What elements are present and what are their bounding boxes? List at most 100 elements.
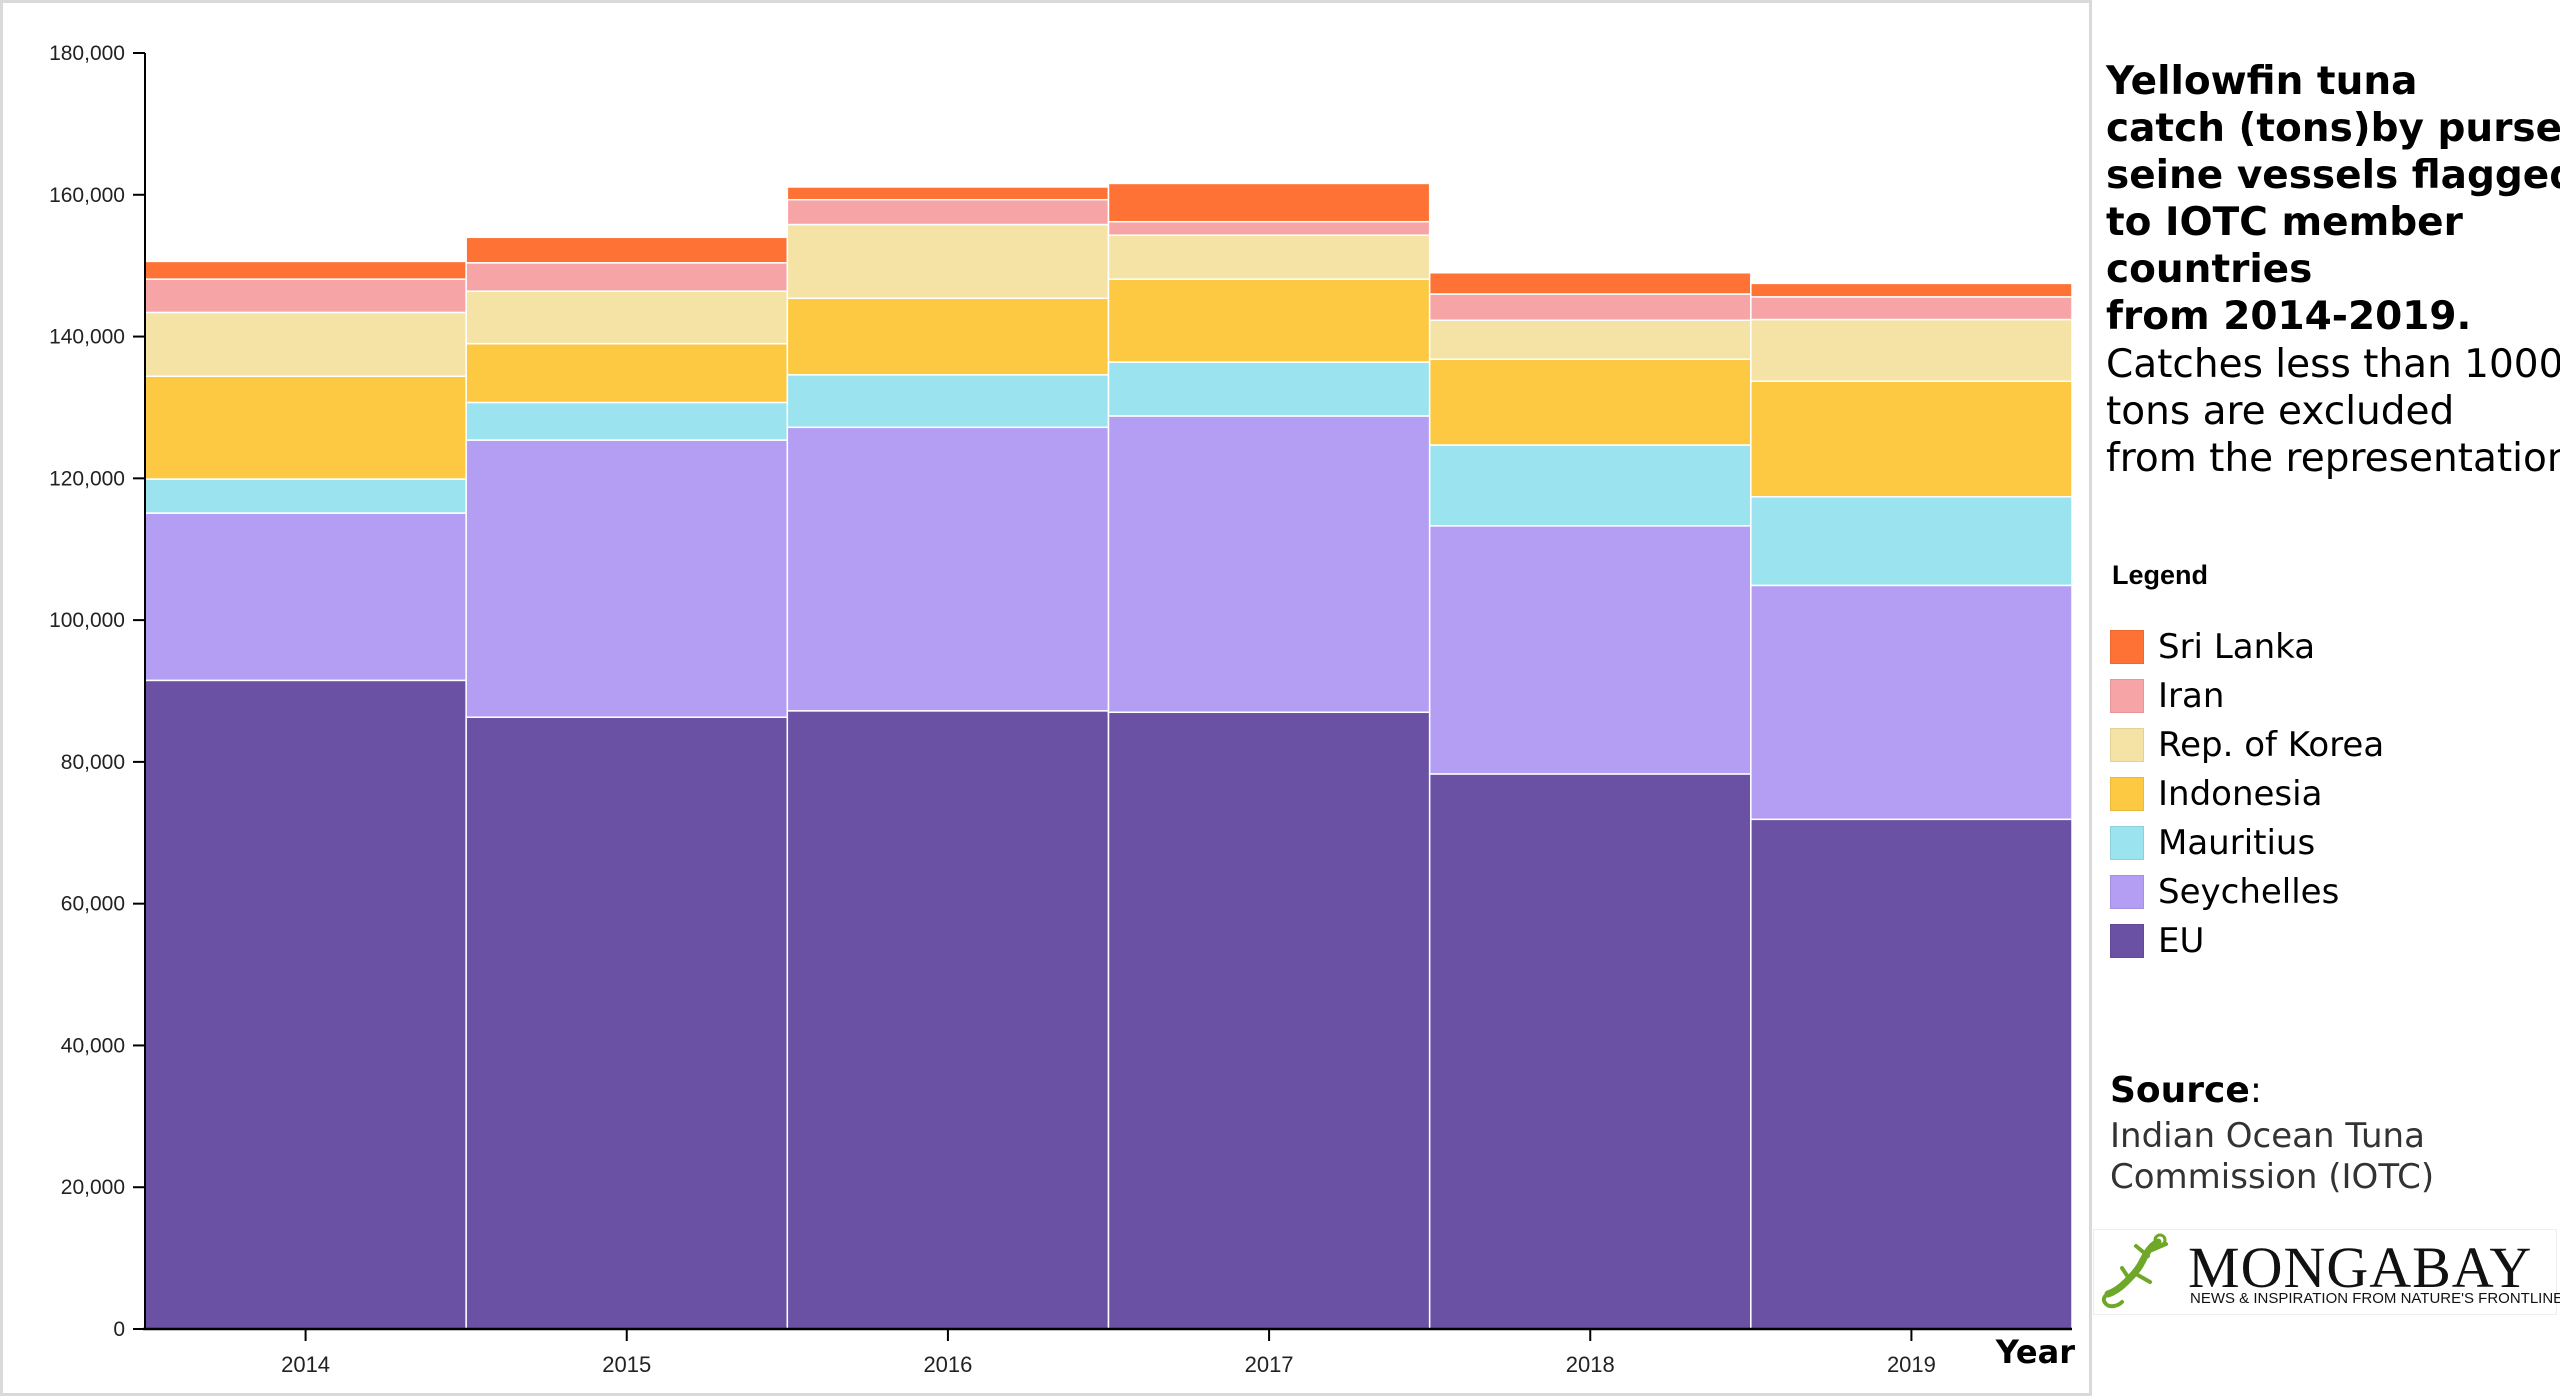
legend: Sri Lanka Iran Rep. of Korea Indonesia M…	[2110, 622, 2384, 965]
x-tick-label: 2014	[281, 1352, 330, 1377]
title-line: catch (tons)by purse	[2106, 106, 2560, 151]
x-axis-label: Year	[1995, 1333, 2076, 1371]
logo-name: MONGABAY	[2188, 1235, 2533, 1300]
source-heading: Source:	[2110, 1070, 2262, 1111]
bar-segment-seychelles-2015	[465, 439, 789, 718]
y-tick-label: 20,000	[61, 1176, 125, 1199]
bar-segment-mauritius-2018	[1428, 444, 1752, 527]
legend-swatch	[2110, 825, 2144, 860]
legend-item-eu: EU	[2110, 916, 2384, 965]
source-line: Indian Ocean Tuna	[2110, 1116, 2425, 1156]
y-tick-label: 60,000	[61, 893, 125, 916]
bar-segment-iran-2019	[1750, 296, 2073, 321]
legend-swatch	[2110, 776, 2144, 811]
bar-segment-iran-2018	[1428, 293, 1752, 322]
bar-segment-rep-of-korea-2015	[465, 290, 789, 345]
x-tick-label: 2017	[1245, 1352, 1294, 1377]
bar-segment-sri-lanka-2019	[1750, 282, 2073, 298]
bar-segment-mauritius-2016	[786, 374, 1110, 429]
subtitle-line: tons are excluded	[2106, 389, 2455, 434]
bar-segment-mauritius-2019	[1750, 496, 2073, 587]
bar-segment-sri-lanka-2016	[786, 186, 1110, 201]
bar-segment-seychelles-2014	[144, 512, 467, 682]
legend-label: Indonesia	[2158, 773, 2323, 814]
y-tick-label: 160,000	[49, 184, 125, 207]
logo-tagline: NEWS & INSPIRATION FROM NATURE'S FRONTLI…	[2190, 1290, 2560, 1307]
chart-subtitle: Catches less than 1000 tons are excluded…	[2106, 341, 2560, 482]
source-text: Indian Ocean Tuna Commission (IOTC)	[2110, 1116, 2550, 1198]
legend-item-rep-of-korea: Rep. of Korea	[2110, 720, 2384, 769]
y-tick-label: 0	[113, 1318, 125, 1341]
legend-swatch	[2110, 678, 2144, 713]
bar-segment-indonesia-2014	[144, 375, 467, 480]
mongabay-logo[interactable]: MONGABAY NEWS & INSPIRATION FROM NATURE'…	[2093, 1229, 2560, 1315]
bar-segment-sri-lanka-2015	[465, 236, 789, 264]
x-tick-label: 2016	[923, 1352, 972, 1377]
legend-item-iran: Iran	[2110, 671, 2384, 720]
y-tick-label: 80,000	[61, 751, 125, 774]
bar-segment-sri-lanka-2017	[1107, 182, 1431, 223]
bar-segment-rep-of-korea-2016	[786, 223, 1110, 300]
bar-segment-indonesia-2018	[1428, 358, 1752, 446]
y-tick-label: 180,000	[49, 42, 125, 65]
side-panel: Yellowfin tuna catch (tons)by purse sein…	[2100, 0, 2560, 1396]
bar-segment-mauritius-2014	[144, 478, 467, 514]
title-line: to IOTC member	[2106, 200, 2463, 245]
gecko-icon	[2101, 1233, 2168, 1309]
bar-segment-iran-2017	[1107, 220, 1431, 236]
legend-label: Iran	[2158, 675, 2225, 716]
bar-segment-indonesia-2017	[1107, 278, 1431, 363]
bar-segment-iran-2015	[465, 262, 789, 292]
bar-segment-sri-lanka-2018	[1428, 272, 1752, 295]
legend-swatch	[2110, 727, 2144, 762]
legend-item-sri-lanka: Sri Lanka	[2110, 622, 2384, 671]
legend-label: Rep. of Korea	[2158, 724, 2385, 765]
bar-segment-eu-2014	[144, 679, 467, 1330]
legend-item-mauritius: Mauritius	[2110, 818, 2384, 867]
bar-segment-eu-2015	[465, 716, 789, 1330]
legend-label: Seychelles	[2158, 871, 2340, 912]
bar-segment-indonesia-2016	[786, 297, 1110, 376]
legend-item-indonesia: Indonesia	[2110, 769, 2384, 818]
chart-title: Yellowfin tuna catch (tons)by purse sein…	[2106, 58, 2560, 340]
legend-label: Sri Lanka	[2158, 626, 2316, 667]
legend-swatch	[2110, 629, 2144, 664]
title-line: from 2014-2019.	[2106, 294, 2472, 339]
x-tick-label: 2015	[602, 1352, 651, 1377]
bar-segment-iran-2014	[144, 278, 467, 314]
legend-heading: Legend	[2112, 560, 2209, 590]
bar-segment-rep-of-korea-2019	[1750, 318, 2073, 382]
legend-swatch	[2110, 874, 2144, 909]
bar-segment-iran-2016	[786, 198, 1110, 226]
bar-segment-seychelles-2016	[786, 426, 1110, 712]
x-tick-label: 2018	[1566, 1352, 1615, 1377]
bar-segment-sri-lanka-2014	[144, 260, 467, 280]
source-line: Commission (IOTC)	[2110, 1157, 2435, 1197]
bar-segment-seychelles-2018	[1428, 525, 1752, 775]
stacked-bar-chart: 0 20,000 40,000 60,000 80,000 100,000 120,000 1…	[49, 42, 2076, 1377]
bar-segment-rep-of-korea-2017	[1107, 234, 1431, 280]
legend-label: EU	[2158, 920, 2205, 961]
chart-panel: 0 20,000 40,000 60,000 80,000 100,000 120,000 1…	[0, 0, 2092, 1396]
y-tick-label: 100,000	[49, 609, 125, 632]
title-line: countries	[2106, 247, 2313, 292]
title-line: seine vessels flagged	[2106, 153, 2560, 198]
subtitle-line: from the representation.	[2106, 436, 2560, 481]
bar-segment-seychelles-2017	[1107, 415, 1431, 714]
bar-segment-eu-2019	[1750, 818, 2073, 1330]
bar-segment-seychelles-2019	[1750, 584, 2073, 821]
source-label: Source	[2110, 1070, 2250, 1111]
source-colon: :	[2249, 1070, 2262, 1111]
legend-label: Mauritius	[2158, 822, 2316, 863]
bar-segment-mauritius-2017	[1107, 361, 1431, 417]
title-line: Yellowfin tuna	[2106, 59, 2418, 104]
bar-segment-indonesia-2019	[1750, 380, 2073, 498]
subtitle-line: Catches less than 1000	[2106, 342, 2560, 387]
legend-item-seychelles: Seychelles	[2110, 867, 2384, 916]
y-tick-label: 40,000	[61, 1034, 125, 1057]
bar-segment-mauritius-2015	[465, 401, 789, 441]
y-tick-label: 140,000	[49, 326, 125, 349]
y-tick-label: 120,000	[49, 467, 125, 490]
bar-segment-eu-2018	[1428, 773, 1752, 1330]
bar-segment-rep-of-korea-2018	[1428, 319, 1752, 360]
